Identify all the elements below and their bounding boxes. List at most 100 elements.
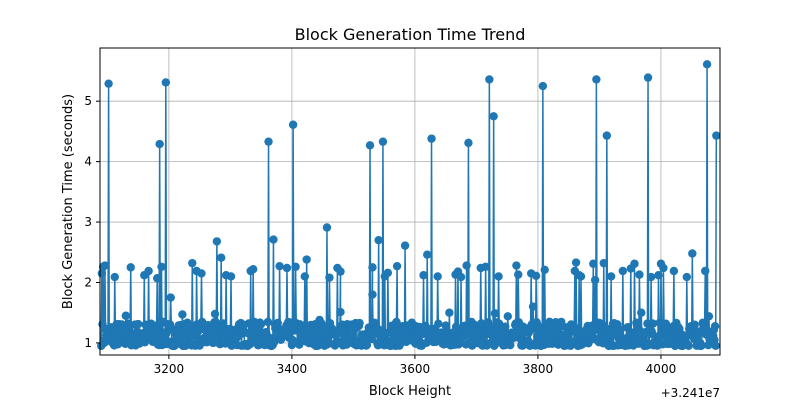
data-point [288,120,298,129]
data-point [166,293,175,302]
data-point [392,317,401,327]
data-point [383,268,393,278]
data-point [637,308,646,317]
axis-ticks: 3200 3400 3600 3800 4000 1 2 3 4 5 [84,94,676,376]
data-point [368,290,377,299]
data-point [599,258,608,268]
data-point [419,271,428,280]
y-axis-label: Block Generation Time (seconds) [61,94,76,309]
plot-area-frame [99,47,721,356]
data-point [704,312,714,321]
data-point [302,255,311,264]
data-point [564,333,573,342]
data-point [282,263,292,273]
data-point [157,262,166,271]
data-point [121,311,131,320]
data-point [269,235,278,244]
data-point [528,302,538,311]
data-point [630,259,639,268]
data-point [531,271,541,281]
data-point [654,271,663,280]
y-tick-label: 5 [84,94,92,108]
data-point [188,258,197,268]
data-point [659,263,668,273]
data-point [646,272,656,282]
data-point [210,309,220,319]
data-point [512,261,521,270]
data-point [503,312,512,321]
series-block-generation-time [97,60,721,351]
data-point [456,272,466,282]
data-point [434,319,443,328]
data-point [635,270,644,279]
data-point [275,261,284,271]
data-point [589,259,598,268]
data-point [155,139,164,149]
data-point [291,262,300,271]
data-point [490,309,500,318]
data-point [161,78,171,87]
data-point [178,310,187,319]
data-point [104,79,113,88]
data-point [295,340,304,349]
data-point [365,141,375,150]
data-point [702,60,712,69]
data-point [648,319,658,328]
data-point [336,267,345,276]
data-point [618,266,628,276]
data-point [226,272,236,281]
data-point [464,138,473,148]
data-point [643,73,653,82]
data-point [540,265,549,274]
data-point [576,272,586,281]
data-point [423,250,432,259]
x-tick-label: 3400 [277,362,308,376]
data-point [218,319,228,328]
data-point [606,272,616,281]
data-point [153,274,162,283]
data-point [682,272,691,282]
data-point [489,112,498,121]
data-point [216,253,226,262]
data-point [256,319,266,329]
data-point [427,134,436,143]
data-point [712,131,721,140]
data-point [477,319,486,328]
data-point [392,261,402,271]
data-point [264,137,273,146]
data-point [322,223,332,232]
data-point [433,272,442,281]
data-point [669,266,679,276]
data-point [355,318,364,328]
x-tick-label: 4000 [646,362,677,376]
x-axis-offset-label: +3.241e7 [661,386,720,400]
data-point [197,269,206,278]
y-tick-label: 3 [84,215,92,229]
data-point [445,308,454,317]
data-point [144,266,153,276]
data-point [368,263,377,272]
data-point [592,75,601,84]
data-point [263,317,273,327]
data-point [481,262,490,271]
data-point [602,131,612,140]
data-point [697,341,706,350]
data-point [701,266,710,276]
data-point [325,273,334,282]
data-point [378,137,388,146]
data-point [212,237,222,246]
data-point [615,326,624,335]
data-point [183,318,192,327]
data-point [494,272,503,281]
data-point [362,340,372,350]
data-point [110,272,119,282]
x-axis-label: Block Height [369,384,451,399]
data-point [441,321,450,330]
data-point [684,341,693,350]
data-point [133,319,143,329]
x-tick-label: 3600 [400,362,431,376]
x-tick-label: 3200 [154,362,185,376]
data-point [232,333,241,343]
data-point [451,322,461,331]
data-point [336,307,345,317]
